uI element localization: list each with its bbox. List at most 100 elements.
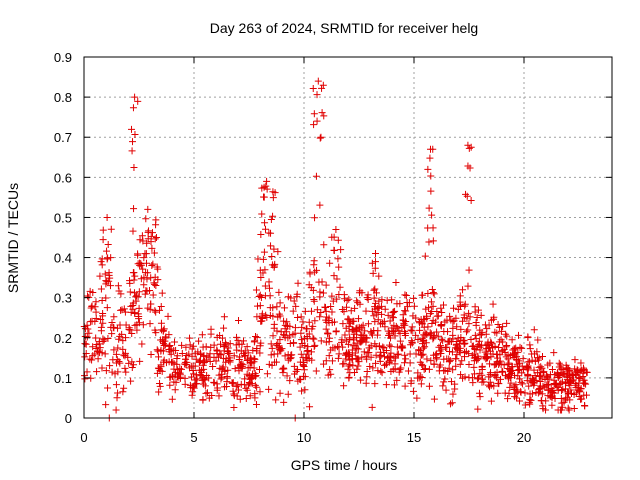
data-point — [121, 308, 129, 316]
data-point — [171, 368, 179, 376]
data-point — [380, 344, 388, 352]
data-point — [538, 353, 546, 361]
data-point — [126, 279, 134, 287]
data-point — [307, 307, 315, 315]
data-point — [352, 325, 360, 333]
y-tick-label: 0.5 — [54, 210, 72, 225]
data-point — [311, 317, 319, 325]
data-point — [308, 356, 316, 364]
data-point — [440, 378, 448, 386]
data-point — [81, 353, 89, 361]
data-point — [230, 352, 238, 360]
data-point — [439, 382, 447, 390]
data-point — [316, 293, 324, 301]
data-point — [378, 369, 386, 377]
data-point — [117, 306, 125, 314]
y-tick-label: 0.7 — [54, 130, 72, 145]
data-point — [252, 332, 260, 340]
data-point — [115, 335, 123, 343]
data-point — [257, 273, 265, 281]
data-point — [483, 325, 491, 333]
data-point — [230, 404, 238, 412]
data-point — [173, 360, 181, 368]
data-point — [260, 193, 268, 201]
data-point — [443, 343, 451, 351]
data-point — [199, 396, 207, 404]
data-point — [130, 269, 138, 277]
y-tick-label: 0.9 — [54, 50, 72, 65]
data-point — [485, 321, 493, 329]
data-point — [518, 380, 526, 388]
data-point — [323, 313, 331, 321]
data-point — [362, 379, 370, 387]
data-point — [130, 276, 138, 284]
data-point — [516, 375, 524, 383]
data-point — [327, 346, 335, 354]
data-point — [538, 397, 546, 405]
data-point — [148, 244, 156, 252]
data-point — [267, 351, 275, 359]
data-point — [472, 346, 480, 354]
data-point — [362, 307, 370, 315]
data-point — [233, 346, 241, 354]
data-point — [525, 398, 533, 406]
data-point — [273, 303, 281, 311]
data-point — [425, 238, 433, 246]
data-point — [524, 366, 532, 374]
y-tick-label: 0.1 — [54, 371, 72, 386]
data-point — [457, 325, 465, 333]
data-point — [108, 330, 116, 338]
data-point — [473, 314, 481, 322]
data-point — [286, 355, 294, 363]
data-point — [269, 304, 277, 312]
data-point — [330, 272, 338, 280]
data-point — [197, 366, 205, 374]
data-point — [465, 266, 473, 274]
data-point — [572, 381, 580, 389]
data-point — [230, 390, 238, 398]
data-point — [111, 370, 119, 378]
data-point — [92, 334, 100, 342]
data-point — [428, 286, 436, 294]
data-point — [328, 233, 336, 241]
data-point — [201, 376, 209, 384]
data-point — [241, 375, 249, 383]
data-point — [487, 316, 495, 324]
data-point — [427, 330, 435, 338]
data-point — [514, 348, 522, 356]
data-point — [280, 398, 288, 406]
data-point — [445, 358, 453, 366]
data-point — [85, 329, 93, 337]
data-point — [114, 344, 122, 352]
data-point — [170, 378, 178, 386]
data-point — [88, 356, 96, 364]
y-tick-label: 0.6 — [54, 170, 72, 185]
data-point — [223, 372, 231, 380]
data-point — [378, 296, 386, 304]
data-point — [272, 358, 280, 366]
data-point — [322, 325, 330, 333]
data-point — [437, 320, 445, 328]
data-point — [255, 293, 263, 301]
data-point — [354, 362, 362, 370]
data-point — [122, 368, 130, 376]
data-point — [183, 351, 191, 359]
data-point — [236, 395, 244, 403]
data-point — [160, 325, 168, 333]
data-point — [462, 190, 470, 198]
data-point — [135, 288, 143, 296]
data-point — [524, 372, 532, 380]
data-point — [339, 343, 347, 351]
data-point — [217, 375, 225, 383]
data-point — [196, 357, 204, 365]
data-point — [147, 350, 155, 358]
data-point — [478, 363, 486, 371]
data-point — [267, 215, 275, 223]
data-point — [166, 373, 174, 381]
data-point — [178, 341, 186, 349]
data-point — [207, 325, 215, 333]
data-point — [477, 311, 485, 319]
data-point — [402, 355, 410, 363]
data-point — [456, 360, 464, 368]
data-point — [299, 354, 307, 362]
